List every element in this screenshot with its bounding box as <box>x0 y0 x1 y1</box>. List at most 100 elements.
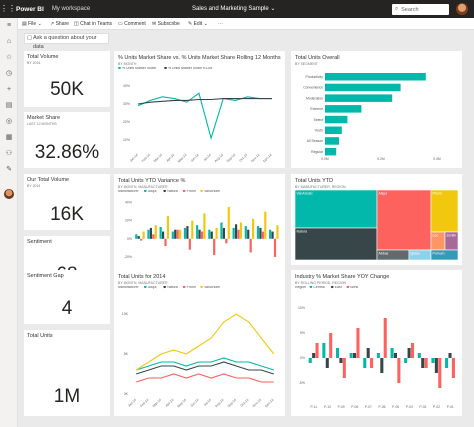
learn-icon[interactable]: ✎ <box>6 166 12 173</box>
share-button[interactable]: ↗ Share <box>50 21 69 27</box>
bar <box>325 137 339 145</box>
shared-icon[interactable]: ⚇ <box>5 150 13 157</box>
x-tick-label: 0.2M <box>377 157 385 161</box>
x-tick-label: Apr-14 <box>165 398 175 408</box>
bar <box>222 227 226 239</box>
legend-item: % Units Market Share <box>122 67 156 70</box>
x-tick-label: May-14 <box>176 398 187 409</box>
legend-item: East <box>335 286 342 289</box>
treemap-cell <box>376 190 432 251</box>
kpi-our-total-volume[interactable]: Our Total Volume BY 2014 16K <box>24 174 110 230</box>
y-tick-label: 0% <box>127 237 132 241</box>
tile-market-share[interactable]: % Units Market Share vs. % Units Market … <box>114 51 285 168</box>
bar <box>342 358 346 378</box>
treemap-label: Aliqui <box>379 192 388 196</box>
subscribe-button[interactable]: ✉ Subscribe <box>152 21 180 27</box>
avatar[interactable] <box>456 3 468 15</box>
bar <box>325 105 362 113</box>
search-input[interactable]: ⌕ Search <box>392 4 449 15</box>
chart-subtitle: BY MONTH, MANUFACTURER <box>118 185 168 189</box>
goals-icon[interactable]: ◎ <box>5 118 13 125</box>
bar <box>154 225 157 239</box>
bar <box>213 238 216 256</box>
legend-item: Aliqui <box>148 286 157 289</box>
bar <box>325 115 348 124</box>
edit-button[interactable]: ✎ Edit ⌄ <box>188 21 208 27</box>
bar <box>404 358 408 363</box>
bar <box>203 213 206 239</box>
report-title[interactable]: Sales and Marketing Sample ⌄ <box>192 6 276 12</box>
kpi-total-volume[interactable]: Total Volume BY 2014 50K <box>24 51 110 107</box>
x-tick-label: P-03 <box>419 405 426 409</box>
bar <box>164 238 167 247</box>
tile-units-2014[interactable]: Total Units for 2014 BY MONTH, MANUFACTU… <box>114 270 285 416</box>
legend-marker <box>182 190 186 193</box>
kpi-total-units[interactable]: Total Units 1M <box>24 330 110 416</box>
bar <box>264 211 267 239</box>
kpi-market-share[interactable]: Market Share LAST 12 MONTHS 32.86% <box>24 112 110 168</box>
series-line <box>138 98 272 105</box>
x-tick-label: P-04 <box>406 405 413 409</box>
tile-total-units-ytd[interactable]: Total Units YTD BY MANUFACTURER, REGION … <box>291 174 462 265</box>
kpi-subtitle: LAST 12 MONTHS <box>27 122 57 126</box>
more-options-icon[interactable]: ··· <box>218 21 223 27</box>
x-tick-label: Feb-14 <box>141 153 151 163</box>
tile-total-units-overall[interactable]: Total Units Overall BY SEGMENT Productiv… <box>291 51 462 168</box>
home-icon[interactable]: ⌂ <box>6 38 12 45</box>
x-tick-label: 0.0M <box>321 157 329 161</box>
bar <box>166 216 170 239</box>
bar <box>232 227 235 239</box>
y-tick-label: -5% <box>299 381 305 385</box>
app-launcher-icon[interactable]: ⋮⋮ <box>0 4 16 13</box>
legend-marker <box>346 286 350 289</box>
bar <box>196 225 199 239</box>
x-tick-label: P-10 <box>324 405 331 409</box>
bar <box>349 353 353 358</box>
workspace-link[interactable]: My workspace <box>51 6 91 12</box>
y-tick-label: -20% <box>124 255 132 259</box>
comment-button[interactable]: ▭ Comment <box>118 21 146 27</box>
create-icon[interactable]: + <box>6 86 12 93</box>
datasets-icon[interactable]: ▤ <box>5 102 13 109</box>
bar <box>393 353 397 358</box>
x-tick-label: Nov-14 <box>252 398 262 408</box>
bar <box>152 234 155 239</box>
chart-title: Total Units YTD Variance % <box>118 178 186 184</box>
bar <box>252 218 255 239</box>
workspace-avatar[interactable] <box>4 189 14 199</box>
hamburger-icon[interactable]: ≡ <box>6 22 12 29</box>
x-tick-label: Sep-14 <box>226 153 236 163</box>
x-tick-label: Feb-14 <box>139 398 149 408</box>
bar <box>191 220 194 239</box>
units-2014-chart: Manufacturer Aliqui Natura Pirum VanArsdel 10… <box>118 286 275 409</box>
kpi-sentiment-gap[interactable]: Sentiment Gap 4 <box>24 270 110 324</box>
x-tick-label: Dec-14 <box>262 153 272 163</box>
treemap-label: Qulus <box>411 252 420 256</box>
legend-marker <box>200 286 203 289</box>
apps-icon[interactable]: ▦ <box>5 134 13 141</box>
favorites-icon[interactable]: ☆ <box>5 54 13 61</box>
x-tick-label: Oct-14 <box>240 398 250 408</box>
chat-in-teams-button[interactable]: ◫ Chat in Teams <box>74 21 112 27</box>
bar <box>380 358 384 373</box>
legend-item: % Units Market Share R12M <box>168 67 212 70</box>
qa-input[interactable]: ▢ Ask a question about your data <box>24 33 109 50</box>
bar <box>269 229 272 239</box>
x-tick-label: Dec-14 <box>264 398 274 408</box>
kpi-value: 50K <box>50 79 84 100</box>
tile-industry-yoy[interactable]: Industry % Market Share YOY Change BY RO… <box>291 270 462 416</box>
bar <box>261 231 264 239</box>
bar <box>424 358 428 368</box>
file-button[interactable]: ▤ File ⌄ <box>22 21 42 27</box>
app-name[interactable]: Power BI <box>16 5 44 13</box>
chart-subtitle: BY MONTH, MANUFACTURER <box>118 281 168 285</box>
kpi-title: Sentiment <box>27 239 52 245</box>
treemap-label: Pomum <box>433 252 445 256</box>
recent-icon[interactable]: ◷ <box>5 70 13 77</box>
x-tick-label: Jun-14 <box>189 398 199 408</box>
bar <box>325 358 329 368</box>
legend-item: Pirum <box>187 286 196 289</box>
y-tick-label: 10K <box>122 312 129 316</box>
bar <box>237 229 240 239</box>
industry-yoy-chart: Region Central East West 10% 5% 0% -5% P-11 P-10 P… <box>295 286 455 409</box>
